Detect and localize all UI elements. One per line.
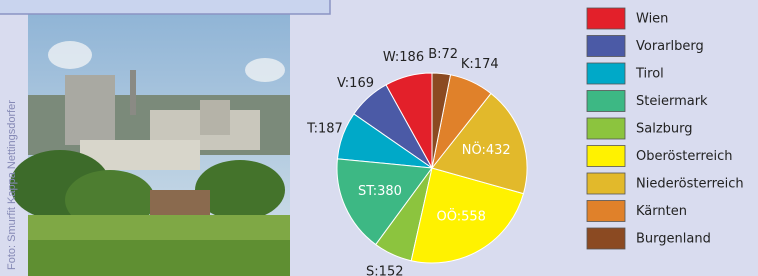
slice-label: T:187 bbox=[306, 121, 343, 136]
legend-label: Oberösterreich bbox=[636, 149, 733, 164]
legend-label: Kärnten bbox=[636, 204, 687, 219]
legend-label: Tirol bbox=[635, 67, 664, 82]
slice-label: W:186 bbox=[383, 50, 424, 65]
legend-swatch bbox=[587, 201, 625, 222]
slice-label: NÖ:432 bbox=[462, 141, 511, 158]
legend-label: Wien bbox=[636, 12, 668, 27]
caption-box bbox=[0, 0, 330, 14]
legend-swatch bbox=[587, 8, 625, 29]
legend-label: Niederösterreich bbox=[636, 177, 744, 192]
slice-label: V:169 bbox=[337, 76, 374, 91]
slice-label: OÖ:558 bbox=[437, 207, 486, 224]
slice-label: S:152 bbox=[366, 264, 403, 276]
legend-swatch bbox=[587, 118, 625, 139]
legend-swatch bbox=[587, 63, 625, 84]
slice-label: ST:380 bbox=[358, 184, 402, 199]
legend-swatch bbox=[587, 228, 625, 249]
photo bbox=[10, 10, 290, 276]
legend-label: Burgenland bbox=[636, 232, 711, 247]
slice-label: B:72 bbox=[428, 47, 458, 62]
legend-swatch bbox=[587, 91, 625, 112]
slice-label: K:174 bbox=[461, 57, 499, 72]
legend-swatch bbox=[587, 173, 625, 194]
legend-label: Steiermark bbox=[636, 94, 708, 109]
legend-swatch bbox=[587, 146, 625, 167]
photo-credit: Foto: Smurfit Kappa Nettingsdorfer bbox=[6, 100, 18, 270]
chart: Foto: Smurfit Kappa Nettingsdorfer W:186… bbox=[0, 0, 758, 276]
legend-label: Vorarlberg bbox=[636, 39, 704, 54]
legend-swatch bbox=[587, 36, 625, 57]
legend-label: Salzburg bbox=[636, 122, 693, 137]
